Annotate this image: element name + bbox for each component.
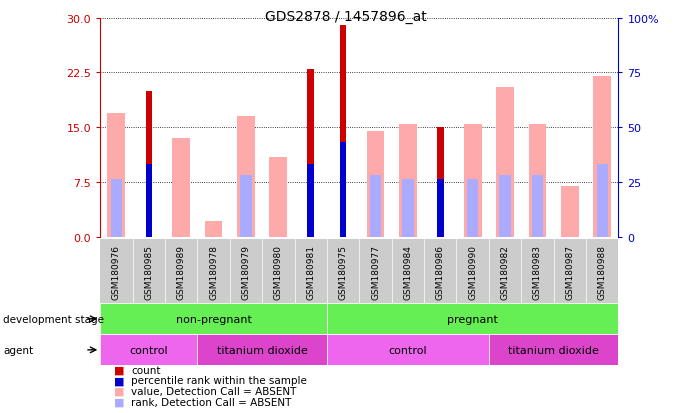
Bar <box>111 179 122 237</box>
Bar <box>108 114 125 237</box>
Bar <box>327 335 489 366</box>
Text: GSM180990: GSM180990 <box>468 244 477 299</box>
Text: GSM180984: GSM180984 <box>404 244 413 299</box>
Bar <box>237 117 255 237</box>
Bar <box>529 124 547 237</box>
Bar <box>340 142 346 237</box>
Bar <box>489 335 618 366</box>
Bar <box>437 179 444 237</box>
Bar <box>464 124 482 237</box>
Bar <box>100 304 327 335</box>
Text: ■: ■ <box>114 375 124 385</box>
Text: GSM180977: GSM180977 <box>371 244 380 299</box>
Text: GSM180989: GSM180989 <box>177 244 186 299</box>
Text: GSM180975: GSM180975 <box>339 244 348 299</box>
Bar <box>340 26 346 237</box>
Text: control: control <box>129 345 168 355</box>
Bar <box>205 221 223 237</box>
Text: ■: ■ <box>114 386 124 396</box>
Text: GSM180978: GSM180978 <box>209 244 218 299</box>
Bar <box>500 176 511 237</box>
Text: GSM180988: GSM180988 <box>598 244 607 299</box>
Text: titanium dioxide: titanium dioxide <box>508 345 599 355</box>
Text: GSM180987: GSM180987 <box>565 244 574 299</box>
Text: non-pregnant: non-pregnant <box>176 314 252 324</box>
Text: GSM180979: GSM180979 <box>241 244 250 299</box>
Text: GSM180982: GSM180982 <box>500 244 509 299</box>
Bar <box>561 186 579 237</box>
Text: titanium dioxide: titanium dioxide <box>217 345 307 355</box>
Bar <box>367 132 384 237</box>
Bar <box>596 164 608 237</box>
Text: ■: ■ <box>114 397 124 407</box>
Bar <box>307 164 314 237</box>
Bar <box>532 176 543 237</box>
Bar <box>467 179 478 237</box>
Text: percentile rank within the sample: percentile rank within the sample <box>131 375 307 385</box>
Text: pregnant: pregnant <box>447 314 498 324</box>
Text: agent: agent <box>3 345 34 355</box>
Text: GSM180976: GSM180976 <box>112 244 121 299</box>
Bar <box>100 335 198 366</box>
Text: count: count <box>131 365 161 375</box>
Text: GSM180985: GSM180985 <box>144 244 153 299</box>
Bar <box>172 139 190 237</box>
Bar <box>496 88 514 237</box>
Text: development stage: development stage <box>3 314 104 324</box>
Bar <box>146 164 152 237</box>
Text: ■: ■ <box>114 365 124 375</box>
Bar <box>399 124 417 237</box>
Text: GSM180980: GSM180980 <box>274 244 283 299</box>
Text: GSM180983: GSM180983 <box>533 244 542 299</box>
Bar <box>240 176 252 237</box>
Bar <box>146 92 152 237</box>
Bar <box>198 335 327 366</box>
Text: GSM180981: GSM180981 <box>306 244 315 299</box>
Text: control: control <box>388 345 427 355</box>
Text: rank, Detection Call = ABSENT: rank, Detection Call = ABSENT <box>131 397 292 407</box>
Text: value, Detection Call = ABSENT: value, Detection Call = ABSENT <box>131 386 296 396</box>
Text: GSM180986: GSM180986 <box>436 244 445 299</box>
Bar <box>402 179 414 237</box>
Bar <box>327 304 618 335</box>
Text: GDS2878 / 1457896_at: GDS2878 / 1457896_at <box>265 10 426 24</box>
Bar <box>370 176 381 237</box>
Bar <box>269 157 287 237</box>
Bar <box>307 70 314 237</box>
Bar <box>437 128 444 237</box>
Bar <box>594 77 611 237</box>
